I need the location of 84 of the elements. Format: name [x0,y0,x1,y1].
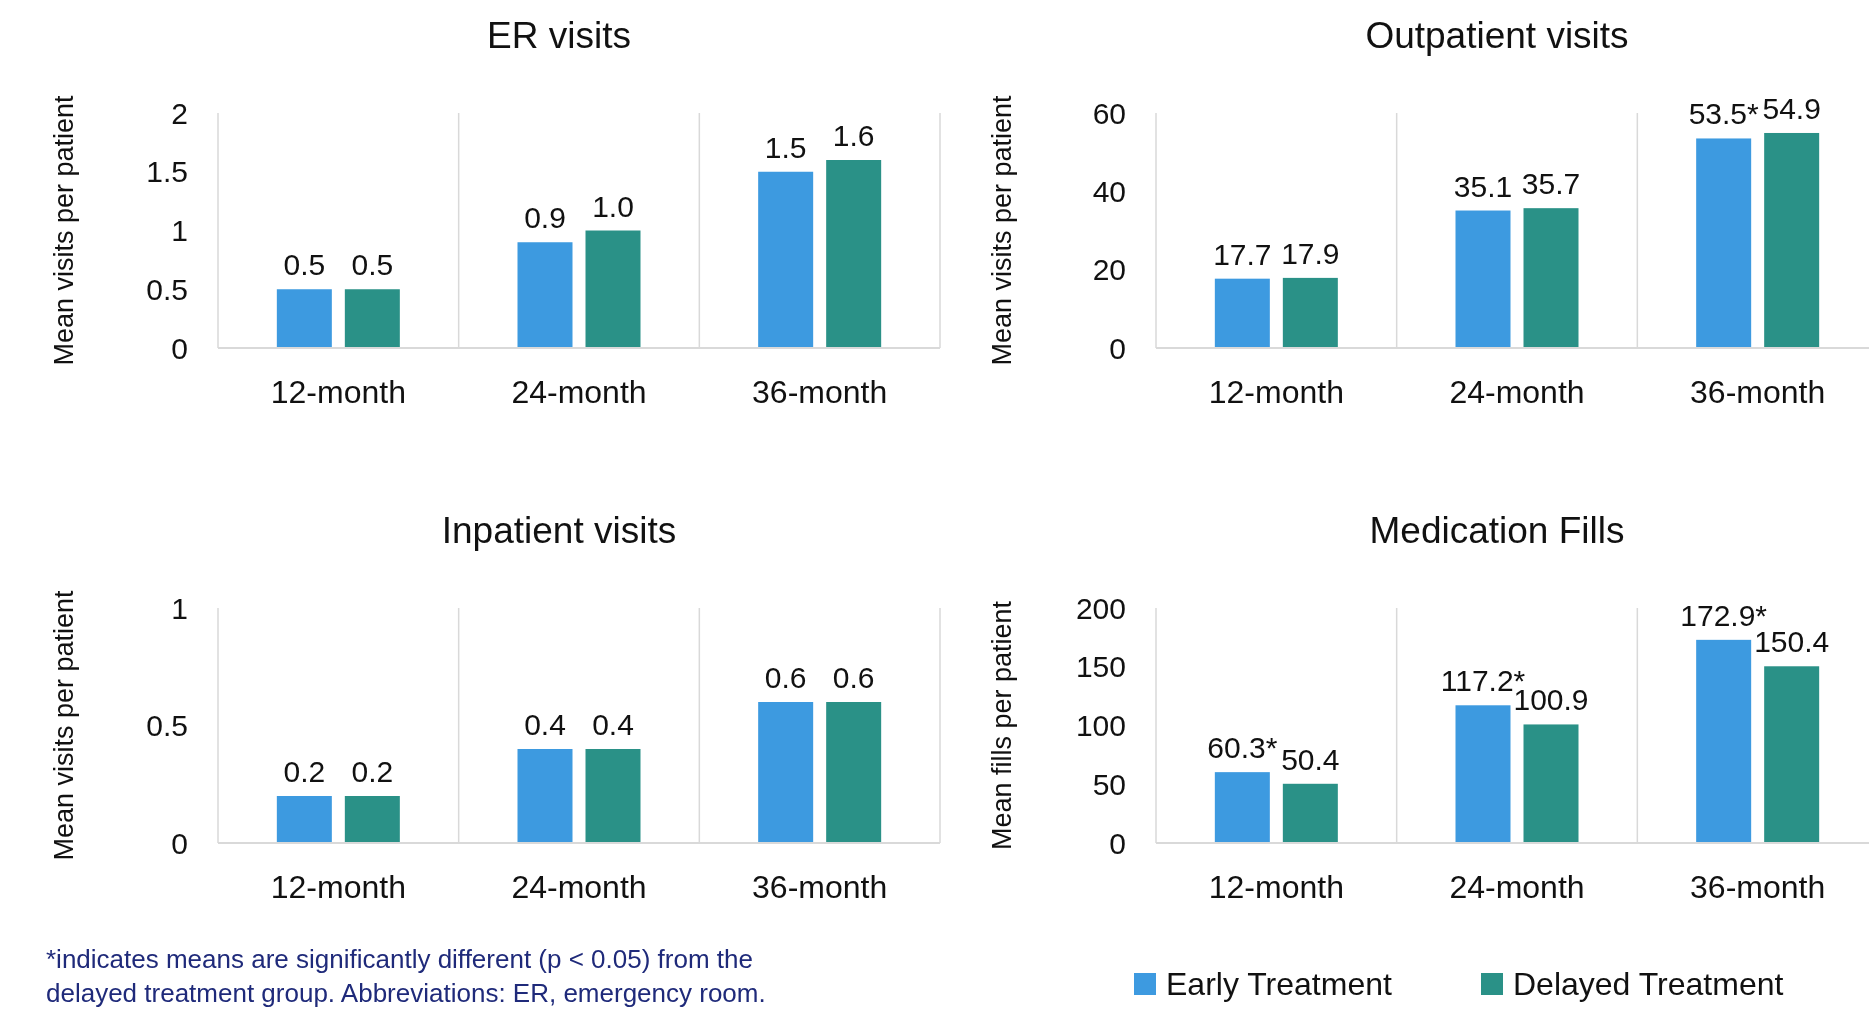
data-label: 17.7 [1213,237,1272,271]
bar [517,749,573,843]
bar [758,171,814,348]
bar [1282,783,1338,843]
data-label: 0.5 [351,248,394,282]
x-tick-label: 24-month [511,869,647,905]
data-label: 54.9 [1762,91,1821,125]
data-label: 1.5 [764,130,807,164]
legend-label: Early Treatment [1166,966,1392,1002]
y-axis-title: Mean visits per patient [49,589,79,861]
bar [1282,277,1338,348]
x-tick-label: 24-month [1449,374,1585,410]
bar [758,702,814,843]
x-tick-label: 36-month [752,374,888,410]
data-label: 0.5 [283,248,326,282]
bar [344,289,400,348]
bar [276,796,332,843]
data-label: 17.9 [1281,236,1340,270]
y-tick-label: 0 [1109,331,1126,365]
y-tick-label: 0 [1109,826,1126,860]
text: *indicates means are significantly different (p < 0.05) from the delayed treatment group. Abbreviations: ER, emergency room. [46,944,766,1008]
bar [344,796,400,843]
y-tick-label: 40 [1092,174,1126,208]
data-label: 0.2 [351,755,394,788]
bar [1523,724,1579,843]
bar [1696,138,1752,348]
data-label: 35.1 [1453,169,1513,203]
bar [517,242,573,348]
bar [1455,210,1511,348]
y-tick-label: 1 [171,591,188,625]
bar [1214,772,1270,843]
bar [1523,208,1579,348]
y-axis-title: Mean fills per patient [987,600,1017,851]
data-label: 1.6 [832,119,875,152]
data-label: 60.3* [1207,731,1278,765]
chart-title: Inpatient visits [441,510,677,551]
data-label: 0.6 [832,661,875,694]
bar [1764,666,1820,843]
x-tick-label: 36-month [1690,374,1826,410]
data-label: 50.4 [1281,742,1340,776]
y-tick-label: 200 [1075,591,1126,625]
chart-title: Medication Fills [1369,510,1625,551]
chart-title: ER visits [487,15,631,56]
y-axis-title: Mean visits per patient [987,94,1017,366]
x-tick-label: 12-month [1208,869,1344,905]
y-tick-label: 1 [171,214,188,247]
y-tick-label: 50 [1092,767,1126,801]
bar [585,230,641,348]
y-tick-label: 1.5 [146,155,188,189]
bar [1764,132,1820,348]
x-tick-label: 36-month [1690,869,1826,905]
y-tick-label: 150 [1075,650,1126,684]
bar [1696,639,1752,843]
bar [1455,705,1511,843]
y-tick-label: 0.5 [146,272,188,306]
data-label: 53.5* [1688,97,1760,131]
data-label: 35.7 [1521,167,1581,201]
bar [826,160,882,348]
legend-label: Delayed Treatment [1513,966,1784,1002]
y-tick-label: 100 [1075,709,1126,742]
y-tick-label: 60 [1092,96,1126,130]
x-tick-label: 24-month [511,374,647,410]
x-tick-label: 12-month [270,374,406,410]
y-tick-label: 0 [171,331,188,365]
data-label: 1.0 [592,189,634,223]
bar [276,289,332,348]
chart-title: Outpatient visits [1365,15,1629,56]
y-tick-label: 20 [1092,253,1126,287]
y-tick-label: 0 [171,826,188,860]
data-label: 0.2 [283,755,326,788]
y-tick-label: 0.5 [146,709,188,742]
bar [585,749,641,843]
data-label: 0.4 [524,708,566,741]
x-tick-label: 36-month [752,869,888,905]
x-tick-label: 24-month [1449,869,1585,905]
data-label: 0.9 [524,201,566,235]
data-label: 0.6 [764,661,807,694]
bar [1214,278,1270,348]
x-tick-label: 12-month [1208,374,1344,410]
y-axis-title: Mean visits per patient [49,94,79,366]
y-tick-label: 2 [171,96,188,130]
data-label: 0.4 [592,708,634,741]
x-tick-label: 12-month [270,869,406,905]
bar [826,702,882,843]
